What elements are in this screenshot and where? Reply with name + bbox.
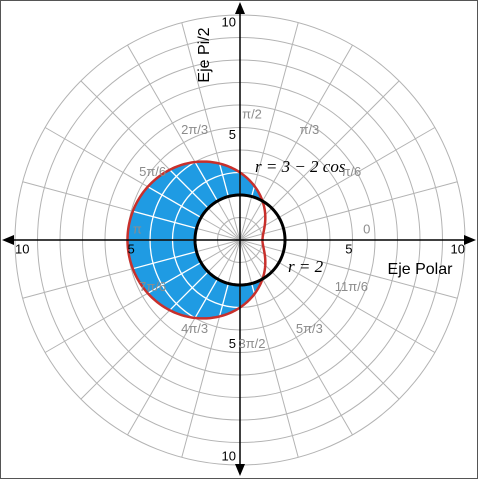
angle-label: 5π/6: [139, 164, 166, 179]
angle-label: 4π/3: [181, 321, 208, 336]
grid-spoke: [22, 239, 241, 299]
angle-label: 0: [363, 221, 370, 236]
grid-spoke: [44, 127, 241, 241]
arrow: [2, 235, 14, 245]
y-axis-label: Eje Pi/2: [196, 27, 213, 82]
labels: r = 3 − 2 cos r = 2 0 π/6 π/3 π/2 2π/3 5π/6 π 7π/…: [15, 14, 465, 463]
y-tick-label: 5: [229, 127, 236, 142]
grid-spoke: [239, 22, 299, 241]
arrow: [464, 235, 476, 245]
x-tick-label: 10: [15, 241, 29, 256]
angle-label: π: [133, 221, 142, 236]
grid-spoke: [239, 181, 458, 241]
angle-label: π/2: [242, 107, 262, 122]
curve-label: r = 2: [288, 257, 324, 276]
angle-label: 11π/6: [335, 279, 368, 294]
grid-spoke: [80, 239, 241, 400]
grid-spoke: [181, 22, 241, 241]
grid-spoke: [127, 44, 241, 241]
grid-spoke: [239, 239, 299, 458]
grid-spoke: [22, 181, 241, 241]
grid-spoke: [181, 239, 241, 458]
grid-spoke: [239, 239, 436, 353]
grid-spoke: [239, 44, 353, 241]
y-tick-label: 10: [222, 448, 236, 463]
grid-spoke: [239, 127, 436, 241]
y-tick-label: 10: [222, 14, 236, 29]
y-tick-label: 5: [229, 336, 236, 351]
grid-spoke: [239, 239, 458, 299]
grid-spoke: [44, 239, 241, 353]
x-tick-label: 5: [345, 241, 352, 256]
grid-spoke: [239, 80, 400, 241]
angle-label: 3π/2: [238, 336, 265, 351]
x-tick-label: 10: [451, 241, 465, 256]
angle-label: π/3: [299, 122, 319, 137]
angle-label: π/6: [341, 164, 361, 179]
x-axis-label: Eje Polar: [388, 261, 454, 278]
curve-label: r = 3 − 2 cos: [255, 157, 346, 176]
grid-spoke: [127, 239, 241, 436]
angle-label: 7π/6: [139, 279, 166, 294]
arrow: [235, 464, 245, 476]
grid-spoke: [239, 239, 400, 400]
x-tick-label: 5: [128, 241, 135, 256]
grid-spoke: [80, 80, 241, 241]
arrow: [235, 2, 245, 14]
angle-label: 5π/3: [296, 321, 323, 336]
angle-label: 2π/3: [181, 122, 208, 137]
grid-spoke: [239, 239, 353, 436]
